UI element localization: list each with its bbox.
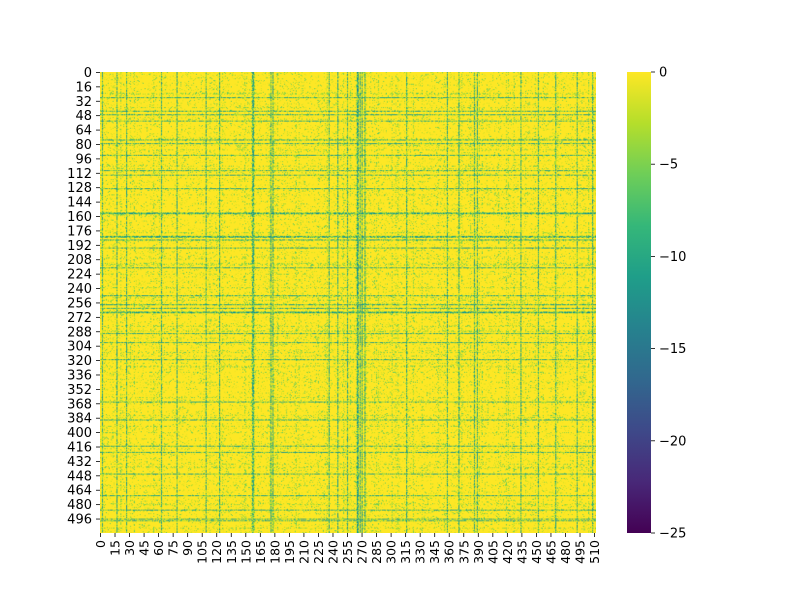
colorbar-tick-label: −20 xyxy=(659,434,686,449)
y-tick-label: 368 xyxy=(67,397,92,412)
x-tick-label: 435 xyxy=(514,540,529,564)
x-tick-label: 225 xyxy=(311,540,326,564)
y-tick-label: 192 xyxy=(67,239,92,254)
x-tick-label: 270 xyxy=(355,540,370,564)
x-tick-label: 45 xyxy=(137,540,152,556)
colorbar xyxy=(627,72,651,533)
x-tick-label: 30 xyxy=(122,540,137,556)
y-tick-label: 320 xyxy=(67,354,92,369)
x-tick-label: 465 xyxy=(543,540,558,564)
x-tick-label: 60 xyxy=(151,540,166,556)
y-tick-label: 432 xyxy=(67,455,92,470)
x-tick-label: 120 xyxy=(209,540,224,564)
x-tick-label: 300 xyxy=(384,540,399,564)
x-axis: 0 15 30 45 60 75 90 105 120 135 150 165 180 195 210 225… xyxy=(93,533,602,564)
y-tick-label: 400 xyxy=(67,426,92,441)
colorbar-tick-label: −10 xyxy=(659,250,686,265)
y-tick-label: 448 xyxy=(67,469,92,484)
x-tick-label: 375 xyxy=(456,540,471,564)
x-tick-label: 0 xyxy=(93,540,108,548)
x-tick-label: 240 xyxy=(325,540,340,564)
x-tick-label: 495 xyxy=(573,540,588,564)
y-tick-label: 416 xyxy=(67,441,92,456)
y-tick-label: 160 xyxy=(67,210,92,225)
colorbar-tick-label: −5 xyxy=(659,158,678,173)
colorbar-tick-label: −25 xyxy=(659,527,686,542)
x-tick-label: 255 xyxy=(340,540,355,564)
x-tick-label: 510 xyxy=(587,540,602,564)
y-tick-label: 112 xyxy=(67,167,92,182)
y-tick-label: 0 xyxy=(84,66,92,81)
colorbar-tick-label: −15 xyxy=(659,342,686,357)
y-tick-label: 80 xyxy=(75,138,92,153)
y-tick-label: 16 xyxy=(75,80,92,95)
x-tick-label: 195 xyxy=(282,540,297,564)
y-axis: 0163248648096112128144160176192208224240… xyxy=(67,66,100,528)
x-tick-label: 285 xyxy=(369,540,384,564)
x-tick-label: 345 xyxy=(427,540,442,564)
y-tick-label: 128 xyxy=(67,181,92,196)
x-tick-label: 135 xyxy=(224,540,239,564)
y-tick-label: 32 xyxy=(75,95,92,110)
y-tick-label: 208 xyxy=(67,253,92,268)
x-tick-label: 390 xyxy=(471,540,486,564)
heatmap-cells xyxy=(100,72,596,533)
y-tick-label: 272 xyxy=(67,311,92,326)
y-tick-label: 496 xyxy=(67,513,92,528)
y-tick-label: 240 xyxy=(67,282,92,297)
x-tick-label: 360 xyxy=(442,540,457,564)
x-tick-label: 420 xyxy=(500,540,515,564)
x-tick-label: 330 xyxy=(413,540,428,564)
x-tick-label: 15 xyxy=(108,540,123,556)
y-tick-label: 304 xyxy=(67,340,92,355)
x-tick-label: 165 xyxy=(253,540,268,564)
y-tick-label: 224 xyxy=(67,268,92,283)
x-tick-label: 405 xyxy=(485,540,500,564)
x-tick-label: 75 xyxy=(166,540,181,556)
x-tick-label: 210 xyxy=(296,540,311,564)
y-tick-label: 96 xyxy=(75,152,92,167)
x-tick-label: 150 xyxy=(238,540,253,564)
x-tick-label: 480 xyxy=(558,540,573,564)
colorbar-axis: 0 −5 −10 −15 −20 −25 xyxy=(651,66,686,542)
x-tick-label: 315 xyxy=(398,540,413,564)
y-tick-label: 144 xyxy=(67,196,92,211)
x-tick-label: 105 xyxy=(195,540,210,564)
x-tick-label: 90 xyxy=(180,540,195,556)
y-tick-label: 384 xyxy=(67,412,92,427)
y-tick-label: 480 xyxy=(67,498,92,513)
y-tick-label: 176 xyxy=(67,224,92,239)
y-tick-label: 256 xyxy=(67,296,92,311)
y-tick-label: 336 xyxy=(67,368,92,383)
y-tick-label: 64 xyxy=(75,124,92,139)
y-tick-label: 288 xyxy=(67,325,92,340)
y-tick-label: 48 xyxy=(75,109,92,124)
colorbar-tick-label: 0 xyxy=(659,66,667,81)
x-tick-label: 450 xyxy=(529,540,544,564)
y-tick-label: 464 xyxy=(67,484,92,499)
y-tick-label: 352 xyxy=(67,383,92,398)
x-tick-label: 180 xyxy=(267,540,282,564)
